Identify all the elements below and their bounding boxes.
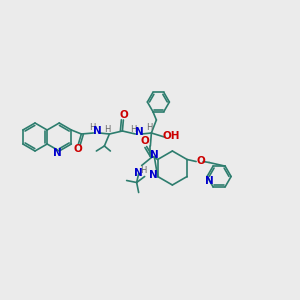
Text: N: N [134, 169, 143, 178]
Text: N: N [135, 127, 144, 137]
Text: O: O [140, 136, 149, 146]
Text: H: H [89, 124, 96, 133]
Text: N: N [205, 176, 214, 185]
Text: N: N [150, 150, 159, 160]
Text: O: O [197, 155, 206, 166]
Text: H: H [130, 124, 136, 134]
Text: H: H [104, 124, 111, 134]
Text: N: N [149, 169, 158, 179]
Text: O: O [74, 144, 83, 154]
Text: H: H [140, 166, 147, 175]
Text: O: O [120, 110, 129, 120]
Text: OH: OH [163, 131, 180, 141]
Text: H: H [146, 124, 153, 133]
Text: N: N [93, 126, 102, 136]
Text: N: N [53, 148, 62, 158]
